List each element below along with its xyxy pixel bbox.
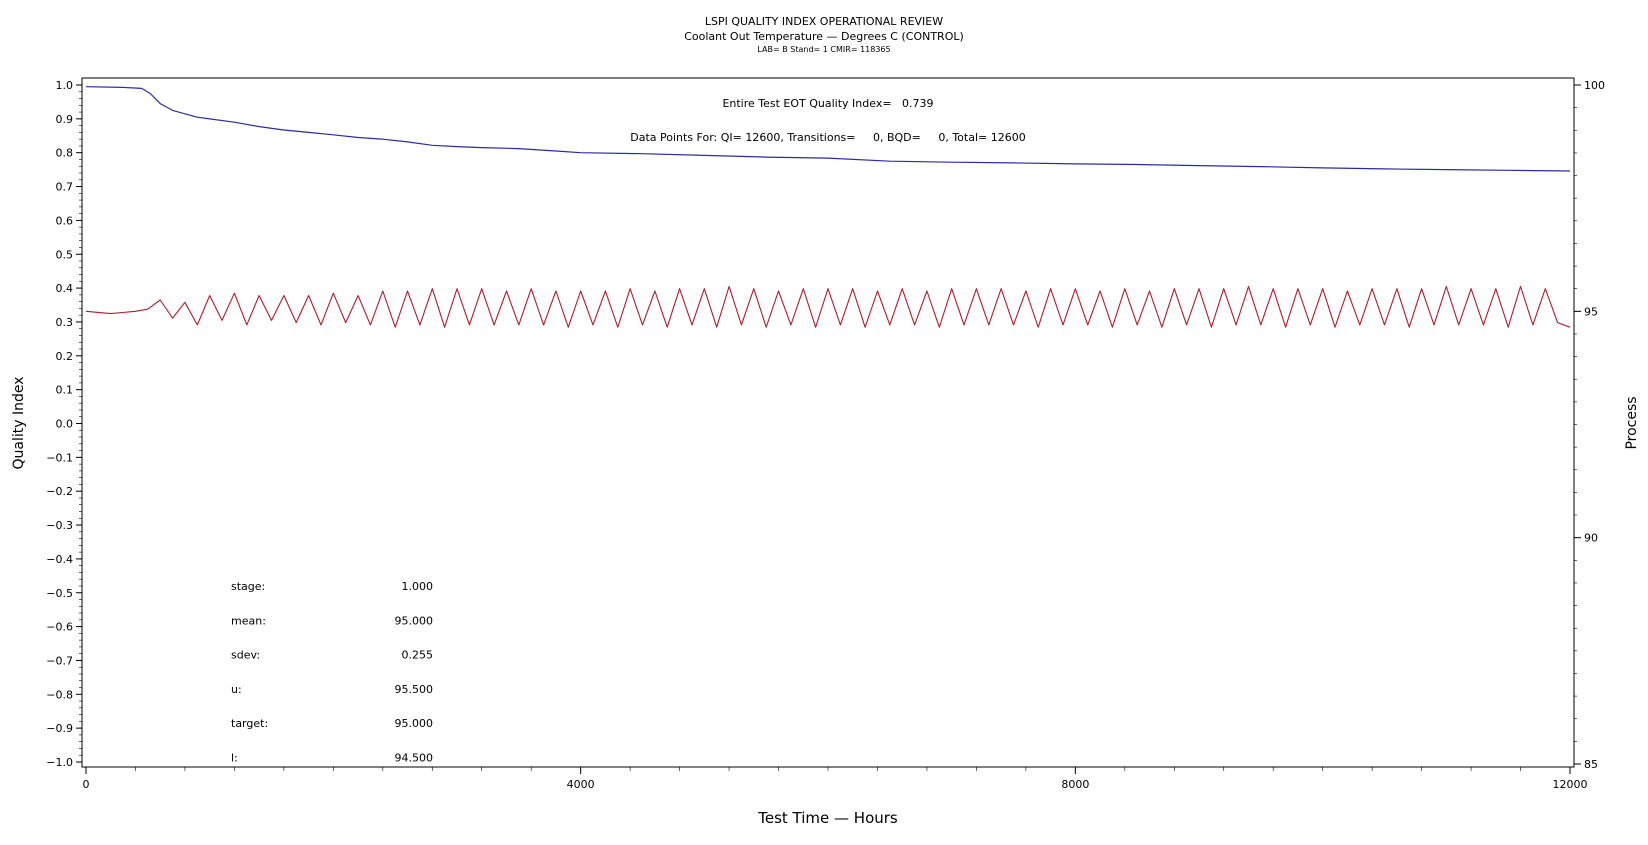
stat-label: target: [231,717,268,730]
x-axis-label: Test Time — Hours [757,809,898,827]
stats-table: stage: 1.000 mean: 95.000 sdev: 0.255 u: 95.500… [231,580,433,765]
y-tick-label: 0.7 [56,181,74,194]
y2-tick-label: 95 [1584,305,1598,318]
stat-value: 1.000 [402,580,434,593]
y2-tick-label: 85 [1584,758,1598,771]
y2-tick-label: 100 [1584,79,1605,92]
y-tick-label: 0.3 [56,316,74,329]
stat-label: l: [231,752,238,765]
stat-label: u: [231,683,242,696]
y-axis-label: Quality Index [11,376,27,469]
plot-frame [81,77,1575,768]
y-tick-label: −0.9 [46,722,73,735]
stat-value: 95.000 [395,717,434,730]
y-tick-label: −0.7 [46,654,73,667]
x-axis: 0 4000 8000 12000 [83,767,1588,791]
left-axis: 1.0 0.9 0.8 0.7 0.6 0.5 0.4 0.3 0.2 0.1 0.0 −0.1 −0.… [46,79,82,769]
y-tick-label: −0.2 [46,485,73,498]
y-tick-label: 0.1 [56,384,74,397]
right-axis: 100 95 90 85 [1574,79,1605,771]
y-tick-label: −0.6 [46,621,73,634]
stat-label: mean: [231,614,266,627]
chart-subtitle-2: LAB= B Stand= 1 CMIR= 118365 [757,45,890,54]
x-tick-label: 4000 [567,778,595,791]
stat-value: 95.500 [395,683,434,696]
y-tick-label: −0.5 [46,587,73,600]
y-tick-label: 0.4 [56,282,74,295]
series-group [85,86,1571,328]
eot-annotation: Entire Test EOT Quality Index= 0.739 [722,97,933,110]
y-tick-label: 0.8 [56,147,74,160]
y-tick-label: 0.6 [56,214,74,227]
y-tick-label: −0.4 [46,553,73,566]
y2-axis-label: Process [1624,396,1640,449]
y-tick-label: −0.1 [46,451,73,464]
x-tick-label: 12000 [1553,778,1588,791]
stat-value: 94.500 [395,752,434,765]
y-tick-label: 0.0 [56,418,74,431]
y-tick-label: 0.2 [56,350,74,363]
y-tick-label: 0.5 [56,248,74,261]
y-tick-label: −0.8 [46,688,73,701]
data-points-annotation: Data Points For: QI= 12600, Transitions=… [630,131,1025,144]
y-tick-label: −0.3 [46,519,73,532]
stat-value: 0.255 [402,649,434,662]
quality-index-series-line [85,86,1571,172]
stat-label: stage: [231,580,265,593]
x-tick-label: 8000 [1061,778,1089,791]
y2-tick-label: 90 [1584,532,1598,545]
y-tick-label: 1.0 [56,79,74,92]
chart-title: LSPI QUALITY INDEX OPERATIONAL REVIEW [705,15,943,28]
stat-value: 95.000 [395,614,434,627]
chart-subtitle: Coolant Out Temperature — Degrees C (CON… [684,30,964,43]
y-tick-label: 0.9 [56,113,74,126]
stat-label: sdev: [231,649,260,662]
process-series-line [85,285,1571,328]
x-tick-label: 0 [83,778,90,791]
y-tick-label: −1.0 [46,756,73,769]
